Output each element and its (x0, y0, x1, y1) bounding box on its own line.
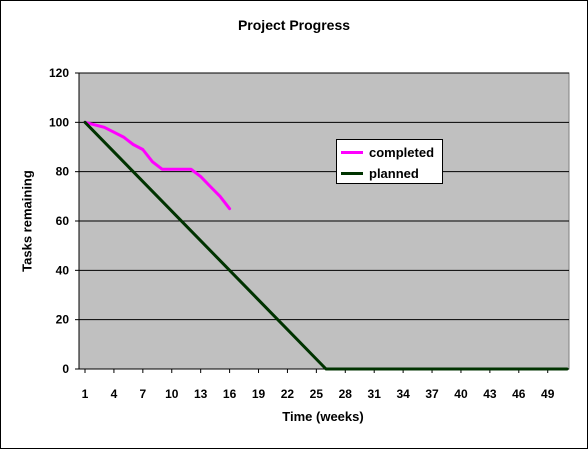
x-tick-label: 46 (512, 387, 526, 401)
y-tick-label: 100 (49, 115, 69, 129)
y-tick-label: 20 (56, 313, 70, 327)
series-line-planned (83, 120, 569, 371)
y-tick-label: 120 (49, 66, 69, 80)
chart-title: Project Progress (237, 17, 351, 33)
x-tick-label: 19 (252, 387, 266, 401)
legend-item-completed: completed (341, 143, 434, 161)
legend-item-planned: planned (341, 164, 419, 182)
x-tick-label: 7 (139, 387, 146, 401)
series-line-completed (83, 120, 232, 211)
x-tick-label: 37 (425, 387, 439, 401)
x-tick-label: 22 (281, 387, 295, 401)
y-axis-ticks: 0 20 40 60 80 100 120 (49, 66, 80, 376)
x-axis-label: Time (weeks) (282, 409, 364, 424)
x-tick-label: 1 (82, 387, 89, 401)
x-tick-label: 16 (223, 387, 237, 401)
x-tick-label: 49 (541, 387, 555, 401)
legend-swatch-planned (341, 171, 363, 175)
y-tick-label: 40 (56, 263, 70, 277)
x-tick-label: 25 (310, 387, 324, 401)
x-axis-ticks: 1 4 7 10 13 16 19 22 25 28 31 34 37 40 43 46 49 (79, 368, 569, 401)
x-tick-label: 34 (396, 387, 410, 401)
x-tick-label: 4 (111, 387, 118, 401)
x-tick-label: 28 (339, 387, 353, 401)
y-tick-label: 60 (56, 214, 70, 228)
legend-label-planned: planned (369, 165, 419, 181)
y-tick-label: 0 (62, 362, 69, 376)
legend-label-completed: completed (369, 144, 435, 160)
series-layer (83, 120, 569, 371)
x-tick-label: 40 (454, 387, 468, 401)
legend-swatch-completed (341, 150, 363, 154)
x-tick-label: 31 (368, 387, 382, 401)
x-tick-label: 43 (483, 387, 497, 401)
x-tick-label: 13 (194, 387, 208, 401)
x-tick-label: 10 (165, 387, 179, 401)
legend: completed planned (336, 139, 443, 184)
y-tick-label: 80 (56, 165, 70, 179)
